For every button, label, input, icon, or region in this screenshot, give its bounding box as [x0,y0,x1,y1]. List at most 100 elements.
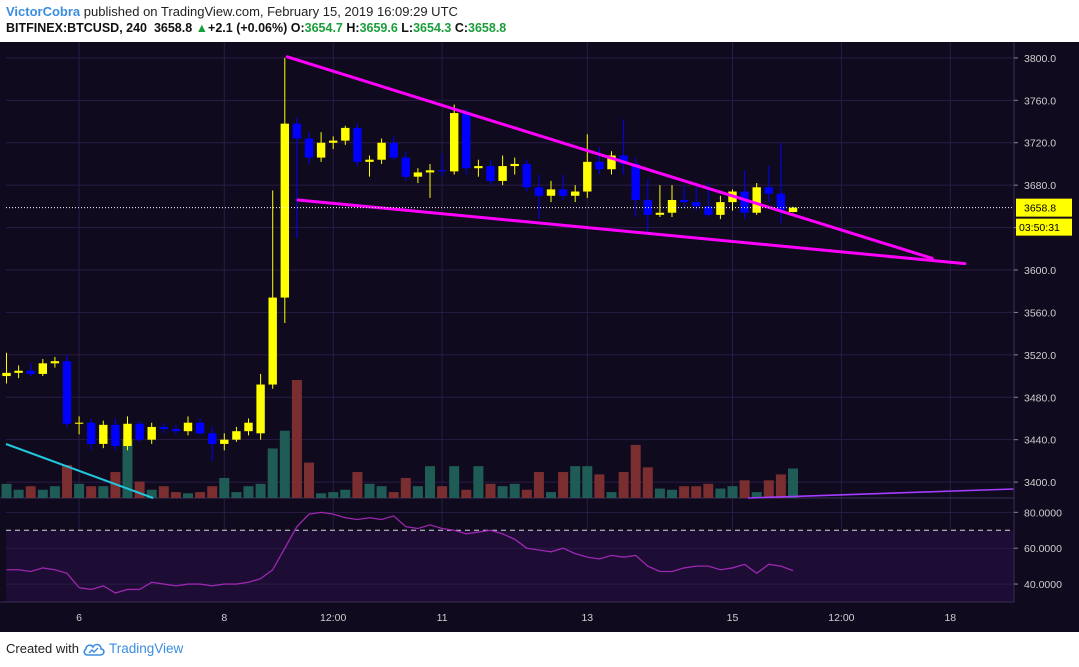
candle [2,352,11,384]
volume-bar [122,439,133,498]
last-price: 3658.8 [153,21,193,35]
candle [329,136,338,150]
volume-bar [340,489,351,498]
candle [365,155,374,177]
drawing-tools[interactable] [5,55,1015,499]
candle-body [14,370,23,373]
candle-body [437,170,447,172]
symbol-name[interactable]: BITFINEX:BTCUSD, 240 [6,21,147,35]
candle [87,418,96,451]
volume-bar [691,486,702,498]
volume-bar [25,486,36,498]
candle-body [474,166,483,169]
candle [522,159,531,192]
author-link[interactable]: VictorCobra [6,4,81,19]
volume-bar [183,493,193,498]
volume-bar [727,486,738,498]
candle [425,163,435,198]
price-tick-label: 3680.0 [1024,180,1056,192]
candle-body [232,431,241,440]
open-value: 3654.7 [304,21,343,35]
time-tick-label: 12:00 [828,612,854,624]
volume-bar [412,486,423,498]
tradingview-brand[interactable]: TradingView [108,641,184,656]
time-tick-label: 12:00 [320,612,346,624]
high-value: 3659.6 [359,21,398,35]
candle [510,157,519,175]
time-tick-label: 6 [76,612,82,624]
candle-body [87,422,96,444]
rsi-line [6,511,794,594]
candle [619,119,628,175]
volume-bar [533,472,544,498]
volume-bar [146,489,157,498]
candle-body [692,202,701,207]
time-axis[interactable]: 6 8 12:00 11 13 15 12:00 18 [0,601,1014,624]
candle [571,185,580,203]
volume-bar [328,492,339,498]
candle [208,426,217,461]
candle [26,363,35,377]
volume-bar [497,486,508,498]
rsi-tick-label: 40.0000 [1024,579,1062,591]
rsi-panel[interactable] [0,497,1014,603]
candle [486,159,495,186]
candlesticks[interactable] [2,57,798,461]
candle-body [486,166,495,181]
candle-body [425,170,435,173]
candle [14,365,23,379]
candle [62,354,72,427]
candle-body [353,127,362,162]
candle [740,170,749,220]
volume-bar [98,486,109,498]
created-with-text: Created with [6,641,79,656]
volume-bar [703,483,714,498]
candle-body [788,207,798,212]
candle [752,183,761,215]
candle-body [208,433,217,444]
wedge-trendline [285,55,934,260]
candle-body [571,191,580,196]
volume-bar [739,480,750,498]
volume-bar [751,492,762,498]
volume-bar [400,477,411,498]
volume-bar [582,466,593,498]
candle-body [304,138,314,158]
candle [99,420,108,449]
candle-body [679,200,689,203]
candle [111,418,120,451]
volume-bar [219,477,230,498]
volume-bar [170,492,181,498]
candle-body [365,159,374,162]
volume-bar [449,466,460,498]
price-chart[interactable]: 3800.03760.03720.03680.03640.03600.03560… [0,42,1079,632]
price-axis[interactable]: 3800.03760.03720.03680.03640.03600.03560… [1013,42,1079,632]
volume-bar [763,480,774,498]
price-labels: 3658.8 03:50:31 [1016,198,1072,236]
volume-bar [642,467,653,498]
candle-body [498,166,507,181]
candle-body [667,200,677,213]
volume-bar [775,474,786,498]
candle-body [462,113,471,169]
candle [341,125,350,145]
volume-bar [86,486,97,498]
candle-body [776,193,786,211]
candle [692,185,701,211]
time-tick-label: 18 [944,612,956,624]
current-price-tag [1016,198,1072,217]
price-tick-label: 3760.0 [1024,95,1056,107]
wedge-trendline [296,198,967,266]
candle-body [111,424,120,447]
candle [316,132,326,162]
high-label: H: [346,21,360,35]
candle-body [546,189,556,196]
current-price-tag-text: 3658.8 [1024,203,1056,215]
grid-lines [6,42,1014,602]
candle-body [450,113,459,172]
candle-body [38,363,47,374]
candle [244,418,253,436]
price-tick-label: 3400.0 [1024,477,1056,489]
candle [667,185,677,217]
volume-bar [388,492,399,498]
